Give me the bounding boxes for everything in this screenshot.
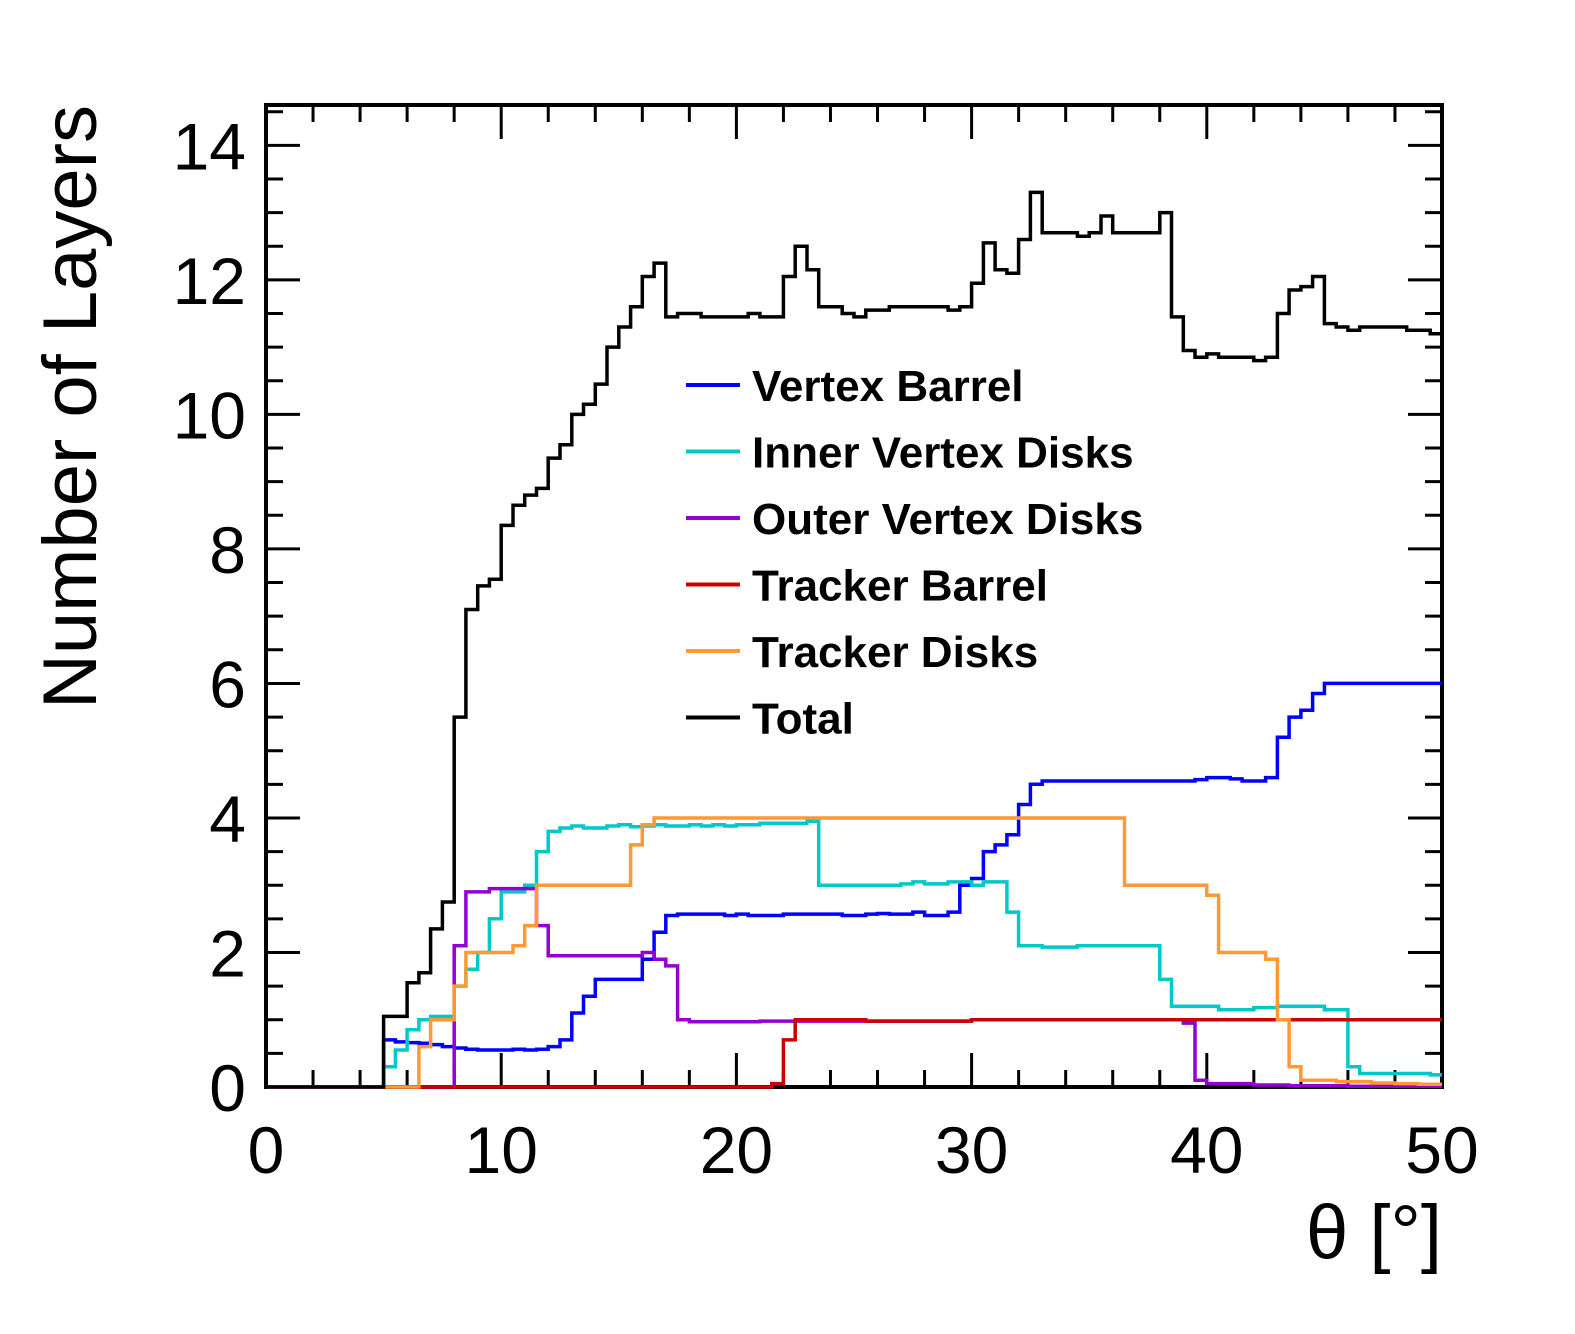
y-tick-label: 2 bbox=[209, 916, 246, 990]
plot-frame bbox=[264, 103, 1444, 1089]
legend-label-outer-vertex-disks: Outer Vertex Disks bbox=[752, 495, 1143, 544]
legend-label-inner-vertex-disks: Inner Vertex Disks bbox=[752, 429, 1134, 478]
x-tick-label: 10 bbox=[464, 1113, 537, 1187]
series-line-inner-vertex-disks bbox=[266, 819, 1442, 1089]
x-axis-title: θ [°] bbox=[1306, 1190, 1442, 1275]
y-tick-label: 4 bbox=[209, 782, 246, 856]
y-tick-label: 14 bbox=[173, 109, 246, 183]
y-tick-labels: 0 2 4 6 8 10 12 14 bbox=[173, 109, 246, 1125]
legend: Vertex Barrel Inner Vertex Disks Outer Ver… bbox=[686, 362, 1143, 744]
y-tick-label: 8 bbox=[209, 513, 246, 587]
series-group bbox=[266, 190, 1442, 1089]
x-tick-label: 50 bbox=[1405, 1113, 1478, 1187]
legend-label-tracker-disks: Tracker Disks bbox=[752, 628, 1038, 677]
series-line-tracker-barrel bbox=[266, 1017, 1442, 1089]
x-tick-label: 0 bbox=[248, 1113, 285, 1187]
x-tick-label: 40 bbox=[1170, 1113, 1243, 1187]
y-tick-label: 6 bbox=[209, 647, 246, 721]
x-tick-labels: 0 10 20 30 40 50 bbox=[248, 1113, 1479, 1187]
series-line-vertex-barrel bbox=[266, 681, 1442, 1089]
x-tick-label: 20 bbox=[700, 1113, 773, 1187]
legend-label-vertex-barrel: Vertex Barrel bbox=[752, 362, 1024, 411]
axis-ticks bbox=[264, 105, 1444, 1089]
y-tick-label: 12 bbox=[173, 244, 246, 318]
y-tick-label: 10 bbox=[173, 378, 246, 452]
series-line-total bbox=[266, 190, 1442, 1089]
y-tick-label: 0 bbox=[209, 1051, 246, 1125]
y-axis-title: Number of Layers bbox=[28, 105, 113, 709]
series-line-tracker-disks bbox=[266, 816, 1442, 1089]
x-tick-label: 30 bbox=[935, 1113, 1008, 1187]
legend-label-total: Total bbox=[752, 695, 854, 744]
legend-label-tracker-barrel: Tracker Barrel bbox=[752, 562, 1048, 611]
